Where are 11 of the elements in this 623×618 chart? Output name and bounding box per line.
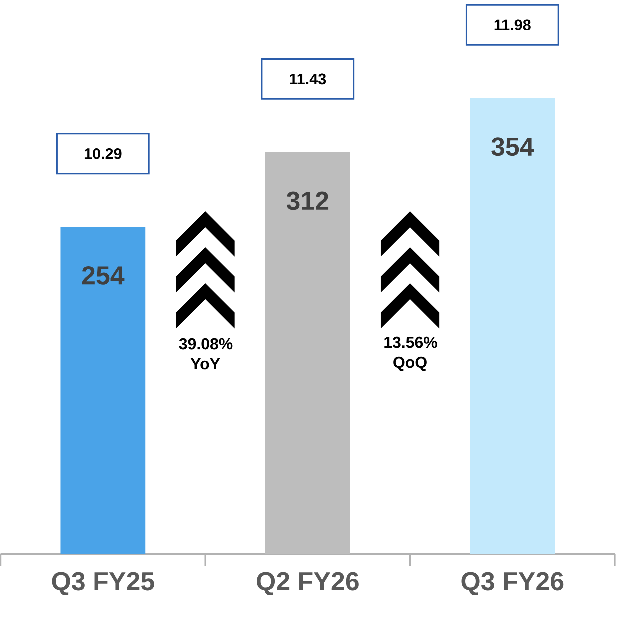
- annotation: 10.29: [84, 148, 122, 160]
- x-tick-label: Q3 FY26: [462, 572, 564, 596]
- data-label: 354: [492, 138, 534, 156]
- x-tick-label: Q3 FY25: [52, 572, 154, 596]
- data-label: 254: [82, 266, 125, 285]
- annotation: 13.56% QoQ: [384, 336, 438, 372]
- annotation: 39.08% YoY: [179, 338, 233, 370]
- text: 11.98: [494, 20, 531, 30]
- data-label: 312: [286, 192, 329, 210]
- text: 11.43: [290, 74, 326, 85]
- x-tick-label: Q2 FY26: [257, 572, 359, 596]
